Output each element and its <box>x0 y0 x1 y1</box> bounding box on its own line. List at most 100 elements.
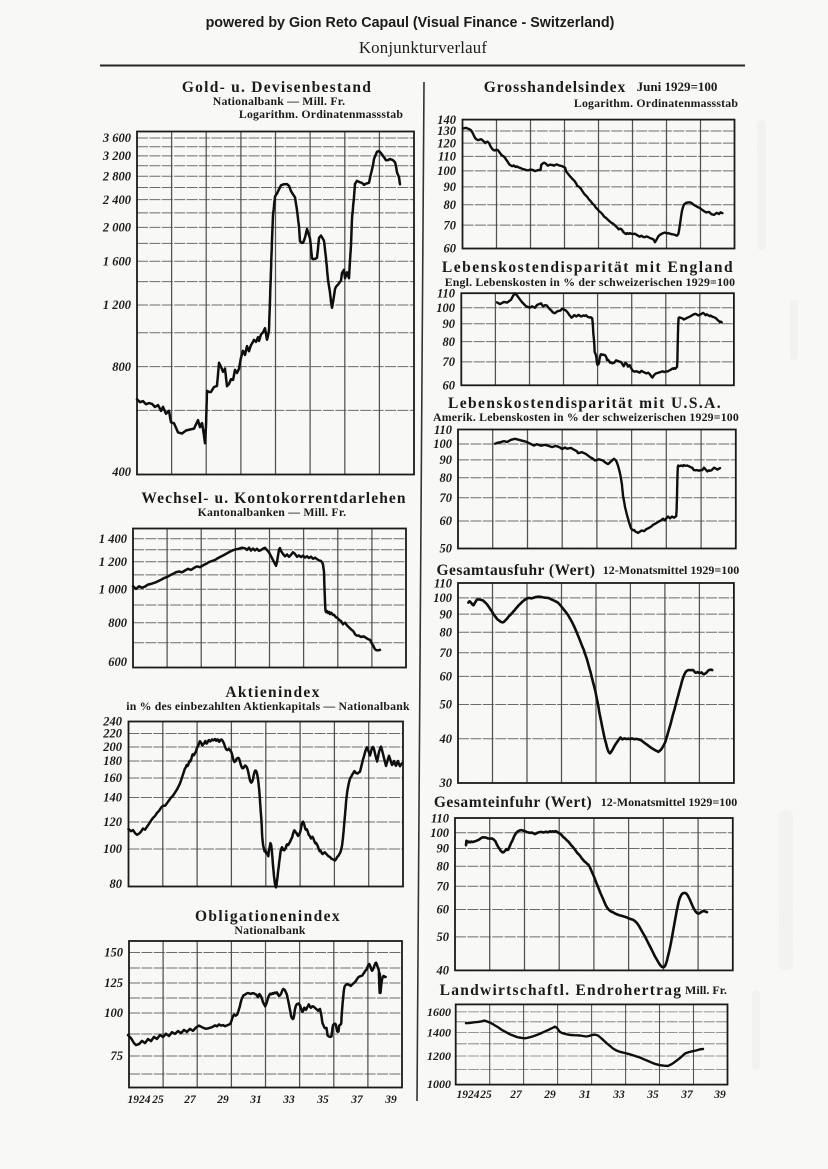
svg-text:120: 120 <box>437 136 457 150</box>
svg-text:60: 60 <box>444 242 457 256</box>
svg-text:800: 800 <box>108 616 128 630</box>
svg-text:100: 100 <box>433 437 453 451</box>
svg-text:Engl. Lebenskosten in % der sc: Engl. Lebenskosten in % der schweizerisc… <box>445 275 736 289</box>
svg-text:160: 160 <box>103 771 123 785</box>
svg-text:70: 70 <box>443 355 456 369</box>
svg-text:1 600: 1 600 <box>103 255 132 269</box>
svg-text:1924: 1924 <box>128 1094 151 1106</box>
svg-text:powered by Gion Reto Capaul (V: powered by Gion Reto Capaul (Visual Fina… <box>206 15 615 31</box>
svg-text:3 600: 3 600 <box>102 131 132 145</box>
svg-text:240: 240 <box>102 715 123 729</box>
svg-text:80: 80 <box>443 335 456 349</box>
svg-text:25: 25 <box>151 1094 164 1106</box>
svg-text:60: 60 <box>437 903 450 917</box>
svg-text:1924: 1924 <box>457 1089 480 1101</box>
svg-text:50: 50 <box>440 698 453 712</box>
svg-text:110: 110 <box>438 150 457 164</box>
svg-text:Gold- u. Devisenbestand: Gold- u. Devisenbestand <box>182 79 372 96</box>
svg-text:39: 39 <box>384 1094 397 1106</box>
svg-text:80: 80 <box>444 198 457 212</box>
svg-text:400: 400 <box>111 465 132 479</box>
svg-text:Gesamteinfuhr (Wert): Gesamteinfuhr (Wert) <box>434 794 592 811</box>
svg-text:50: 50 <box>437 930 450 944</box>
svg-text:100: 100 <box>430 826 450 840</box>
svg-text:220: 220 <box>102 727 123 741</box>
svg-text:100: 100 <box>437 164 457 178</box>
svg-text:Wechsel- u. Kontokorrentdarleh: Wechsel- u. Kontokorrentdarlehen <box>141 490 406 507</box>
svg-text:60: 60 <box>440 514 453 528</box>
svg-text:Konjunkturverlauf: Konjunkturverlauf <box>359 38 488 57</box>
svg-text:110: 110 <box>434 423 453 437</box>
svg-text:1 200: 1 200 <box>99 555 128 569</box>
svg-text:Lebenskostendisparität mit U.S: Lebenskostendisparität mit U.S.A. <box>448 395 722 412</box>
svg-text:Aktienindex: Aktienindex <box>225 684 320 701</box>
svg-text:100: 100 <box>104 1006 124 1020</box>
svg-text:Grosshandelsindex: Grosshandelsindex <box>484 79 626 96</box>
svg-text:110: 110 <box>434 576 453 590</box>
svg-text:70: 70 <box>440 646 453 660</box>
svg-text:2 800: 2 800 <box>102 169 132 183</box>
svg-text:Obligationenindex: Obligationenindex <box>195 908 341 925</box>
svg-text:Landwirtschaftl. Endrohertrag: Landwirtschaftl. Endrohertrag <box>440 982 683 999</box>
svg-text:37: 37 <box>350 1094 364 1106</box>
svg-text:90: 90 <box>440 453 453 467</box>
svg-text:90: 90 <box>437 842 450 856</box>
svg-text:Juni 1929=100: Juni 1929=100 <box>637 79 718 94</box>
svg-text:1200: 1200 <box>427 1049 451 1063</box>
svg-text:100: 100 <box>103 842 123 856</box>
svg-text:Nationalbank: Nationalbank <box>234 923 305 937</box>
svg-text:80: 80 <box>110 877 123 891</box>
svg-text:in % des einbezahlten Aktienka: in % des einbezahlten Aktienkapitals — N… <box>126 699 410 713</box>
svg-text:140: 140 <box>103 791 123 805</box>
svg-text:1 400: 1 400 <box>99 532 128 546</box>
svg-text:125: 125 <box>104 976 123 990</box>
svg-text:Logarithm. Ordinatenmassstab: Logarithm. Ordinatenmassstab <box>239 107 403 121</box>
svg-text:110: 110 <box>431 812 450 826</box>
svg-text:100: 100 <box>436 301 456 315</box>
svg-text:40: 40 <box>436 964 450 978</box>
svg-text:Gesamtausfuhr (Wert): Gesamtausfuhr (Wert) <box>437 562 596 579</box>
svg-text:800: 800 <box>112 360 132 374</box>
svg-text:35: 35 <box>646 1089 659 1101</box>
svg-text:12-Monatsmittel 1929=100: 12-Monatsmittel 1929=100 <box>601 795 737 809</box>
svg-text:3 200: 3 200 <box>102 149 132 163</box>
svg-text:600: 600 <box>108 655 128 669</box>
svg-text:150: 150 <box>104 946 124 960</box>
svg-text:80: 80 <box>440 625 453 639</box>
svg-text:33: 33 <box>282 1094 295 1106</box>
svg-text:1000: 1000 <box>427 1077 451 1091</box>
svg-text:29: 29 <box>216 1094 229 1106</box>
svg-text:60: 60 <box>440 670 453 684</box>
svg-text:75: 75 <box>111 1049 124 1063</box>
svg-text:29: 29 <box>543 1089 556 1101</box>
svg-text:Lebenskostendisparität mit Eng: Lebenskostendisparität mit England <box>442 259 734 276</box>
svg-text:31: 31 <box>249 1094 262 1106</box>
svg-text:90: 90 <box>443 317 456 331</box>
svg-text:130: 130 <box>437 124 457 138</box>
svg-text:39: 39 <box>713 1089 726 1101</box>
svg-text:Amerik. Lebenskosten in % der: Amerik. Lebenskosten in % der schweizeri… <box>433 410 739 424</box>
svg-text:100: 100 <box>433 591 453 605</box>
svg-text:Mill. Fr.: Mill. Fr. <box>685 983 727 997</box>
svg-text:31: 31 <box>578 1089 591 1101</box>
svg-text:40: 40 <box>439 732 453 746</box>
svg-text:Nationalbank — Mill. Fr.: Nationalbank — Mill. Fr. <box>213 94 346 108</box>
svg-text:110: 110 <box>437 286 456 300</box>
svg-text:180: 180 <box>103 754 123 768</box>
svg-text:35: 35 <box>316 1094 329 1106</box>
svg-text:27: 27 <box>183 1094 197 1106</box>
svg-text:70: 70 <box>444 218 457 232</box>
svg-text:70: 70 <box>440 491 453 505</box>
svg-text:1 200: 1 200 <box>103 298 132 312</box>
svg-text:1400: 1400 <box>427 1026 451 1040</box>
svg-text:33: 33 <box>612 1089 625 1101</box>
svg-text:50: 50 <box>440 542 453 556</box>
svg-text:70: 70 <box>437 880 450 894</box>
svg-text:1600: 1600 <box>427 1005 451 1019</box>
svg-text:90: 90 <box>444 180 457 194</box>
svg-text:Logarithm. Ordinatenmassstab: Logarithm. Ordinatenmassstab <box>574 96 738 110</box>
svg-text:60: 60 <box>443 379 456 393</box>
svg-text:140: 140 <box>437 113 457 127</box>
svg-text:1 000: 1 000 <box>99 582 128 596</box>
svg-text:37: 37 <box>680 1089 694 1101</box>
